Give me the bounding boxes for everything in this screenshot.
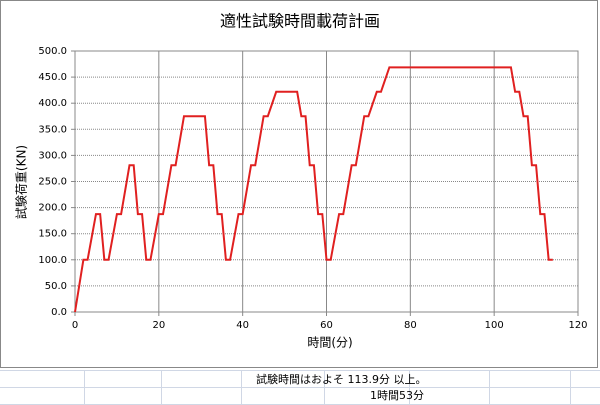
- x-axis-label: 時間(分): [307, 336, 352, 350]
- y-tick-label: 100.0: [38, 255, 67, 266]
- x-tick-label: 100: [485, 320, 504, 331]
- y-tick-label: 400.0: [38, 98, 67, 109]
- x-tick-label: 60: [320, 320, 333, 331]
- y-axis-label: 試験荷重(KN): [14, 145, 29, 219]
- x-tick-label: 0: [72, 320, 78, 331]
- x-tick-label: 80: [404, 320, 417, 331]
- y-tick-label: 200.0: [38, 203, 67, 214]
- y-tick-label: 150.0: [38, 229, 67, 240]
- y-tick-label: 250.0: [38, 177, 67, 188]
- y-tick-label: 450.0: [38, 72, 67, 83]
- data-line: [74, 66, 553, 313]
- y-tick-label: 350.0: [38, 124, 67, 135]
- y-tick-label: 50.0: [45, 281, 67, 292]
- y-tick-label: 500.0: [38, 46, 67, 57]
- chart-title: 適性試験時間載荷計画: [220, 12, 380, 31]
- x-tick-label: 20: [152, 320, 165, 331]
- cell-text: 1時間53分: [370, 389, 424, 402]
- y-tick-label: 300.0: [38, 150, 67, 161]
- y-tick-label: 0.0: [51, 307, 67, 318]
- cell-text: 試験時間はおよそ 113.9分 以上。: [256, 372, 426, 386]
- x-tick-label: 120: [568, 320, 587, 331]
- x-tick-label: 40: [236, 320, 249, 331]
